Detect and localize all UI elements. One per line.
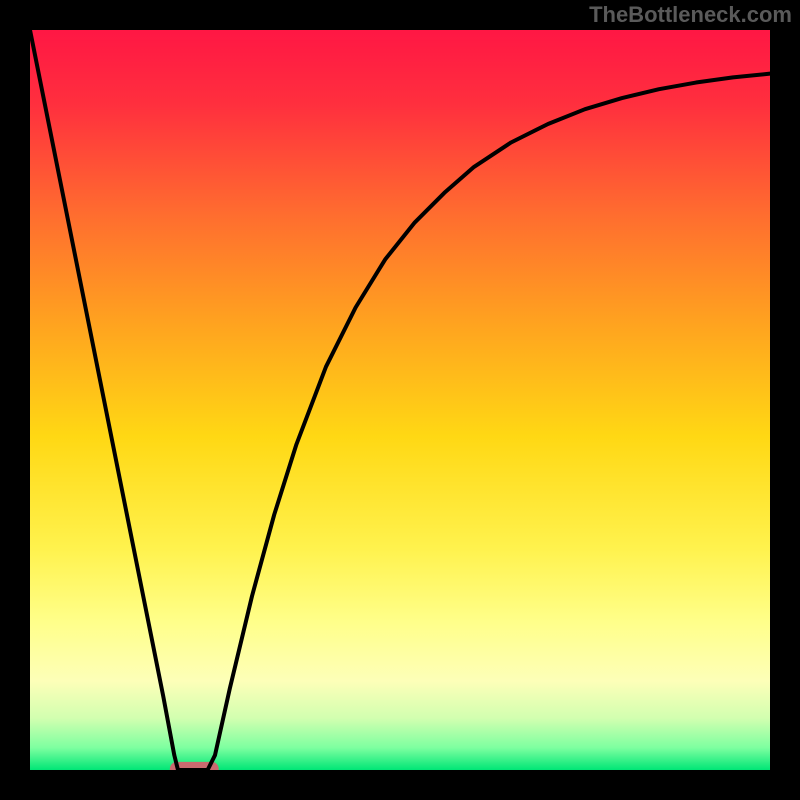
watermark-text: TheBottleneck.com [589,2,792,28]
bottleneck-chart [0,0,800,800]
plot-background [30,30,770,770]
chart-container: { "watermark": { "text": "TheBottleneck.… [0,0,800,800]
